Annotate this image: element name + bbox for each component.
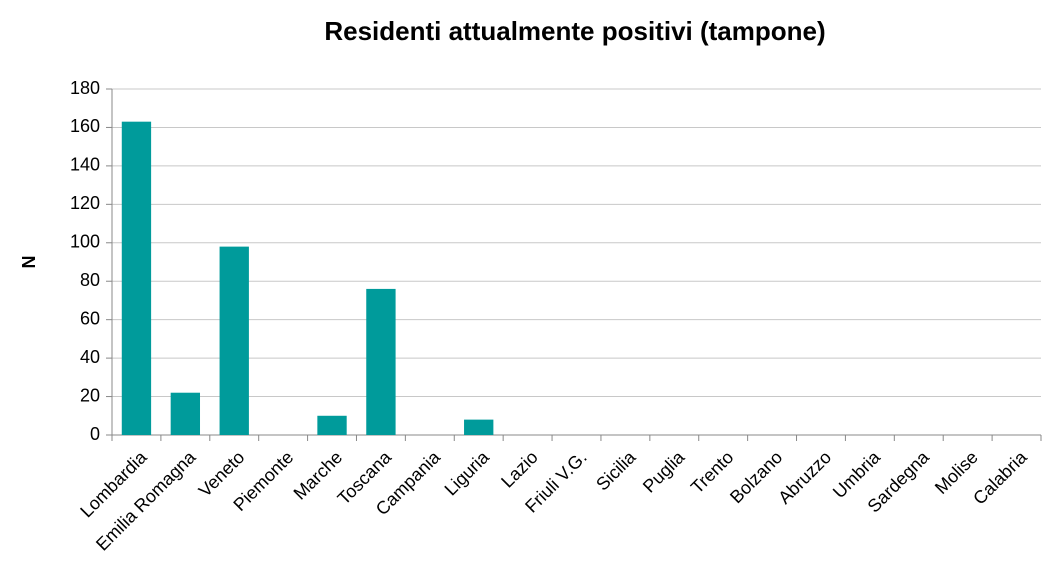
- x-tick-label: Abruzzo: [774, 447, 835, 508]
- x-tick-label: Bolzano: [726, 447, 786, 507]
- y-tick-label: 80: [80, 270, 100, 290]
- bar: [121, 121, 152, 435]
- y-tick-label: 100: [70, 232, 100, 252]
- bar: [219, 246, 249, 435]
- y-tick-label: 40: [80, 347, 100, 367]
- y-tick-label: 120: [70, 193, 100, 213]
- x-tick-label: Sicilia: [592, 446, 640, 494]
- x-tick-label: Calabria: [969, 446, 1031, 508]
- bar: [317, 415, 347, 435]
- y-tick-label: 20: [80, 385, 100, 405]
- y-tick-label: 140: [70, 155, 100, 175]
- bar: [170, 392, 201, 435]
- y-tick-label: 60: [80, 308, 100, 328]
- y-tick-label: 160: [70, 116, 100, 136]
- chart-title: Residenti attualmente positivi (tampone): [324, 16, 825, 46]
- y-tick-label: 180: [70, 78, 100, 98]
- y-tick-label: 0: [90, 424, 100, 444]
- bar: [464, 419, 494, 435]
- x-tick-label: Puglia: [639, 446, 689, 496]
- y-axis-label: N: [19, 256, 39, 269]
- bar: [366, 288, 396, 435]
- x-tick-label: Lazio: [497, 447, 542, 492]
- x-tick-label: Liguria: [441, 446, 494, 499]
